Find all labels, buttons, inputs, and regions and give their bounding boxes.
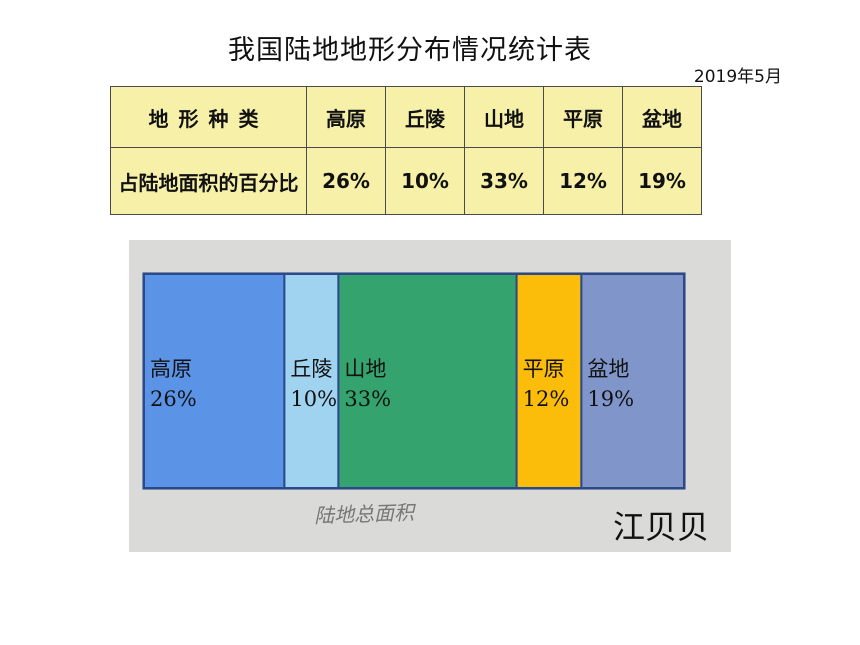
table-header-row: 地形种类 高原 丘陵 山地 平原 盆地 (110, 86, 702, 148)
segment-label-3: 平原 (523, 357, 565, 381)
row-label-cell: 占陆地面积的百分比 (110, 147, 307, 215)
value-cell-3: 12% (543, 147, 623, 215)
value-cell-1: 10% (385, 147, 465, 215)
segment-label-4: 盆地 (587, 357, 629, 381)
segment-value-0: 26% (150, 387, 197, 411)
value-cell-4: 19% (622, 147, 702, 215)
chart-photo: 高原 26% 丘陵 10% 山地 33% 平原 12% 盆地 19% 陆地总面积 江贝贝 (129, 240, 731, 552)
segment-label-1: 丘陵 (290, 357, 332, 381)
axis-label-handwritten: 陆地总面积 (313, 500, 415, 528)
segment-label-0: 高原 (150, 357, 192, 381)
value-cell-0: 26% (306, 147, 386, 215)
segment-value-2: 33% (344, 387, 391, 411)
page-title: 我国陆地地形分布情况统计表 (228, 35, 592, 66)
category-cell-0: 高原 (306, 86, 386, 148)
segment-label-2: 山地 (344, 357, 386, 381)
category-cell-1: 丘陵 (385, 86, 465, 148)
segment-value-3: 12% (523, 387, 570, 411)
category-cell-4: 盆地 (622, 86, 702, 148)
author-signature: 江贝贝 (612, 508, 709, 546)
bar-segment-2 (337, 273, 518, 489)
bar-segment-1 (283, 273, 340, 489)
segment-value-4: 19% (587, 387, 634, 411)
value-cell-2: 33% (464, 147, 544, 215)
bar-segment-4 (580, 273, 685, 489)
stats-table: 地形种类 高原 丘陵 山地 平原 盆地 占陆地面积的百分比 26% 10% 33… (110, 86, 702, 215)
date-label: 2019年5月 (693, 67, 782, 87)
bar-segment-0 (143, 273, 286, 489)
bar-segment-3 (515, 273, 583, 489)
category-cell-3: 平原 (543, 86, 623, 148)
stacked-bar-chart: 高原 26% 丘陵 10% 山地 33% 平原 12% 盆地 19% (142, 272, 686, 490)
segment-value-1: 10% (290, 387, 337, 411)
header-label-cell: 地形种类 (110, 86, 307, 148)
category-cell-2: 山地 (464, 86, 544, 148)
table-value-row: 占陆地面积的百分比 26% 10% 33% 12% 19% (110, 147, 702, 215)
